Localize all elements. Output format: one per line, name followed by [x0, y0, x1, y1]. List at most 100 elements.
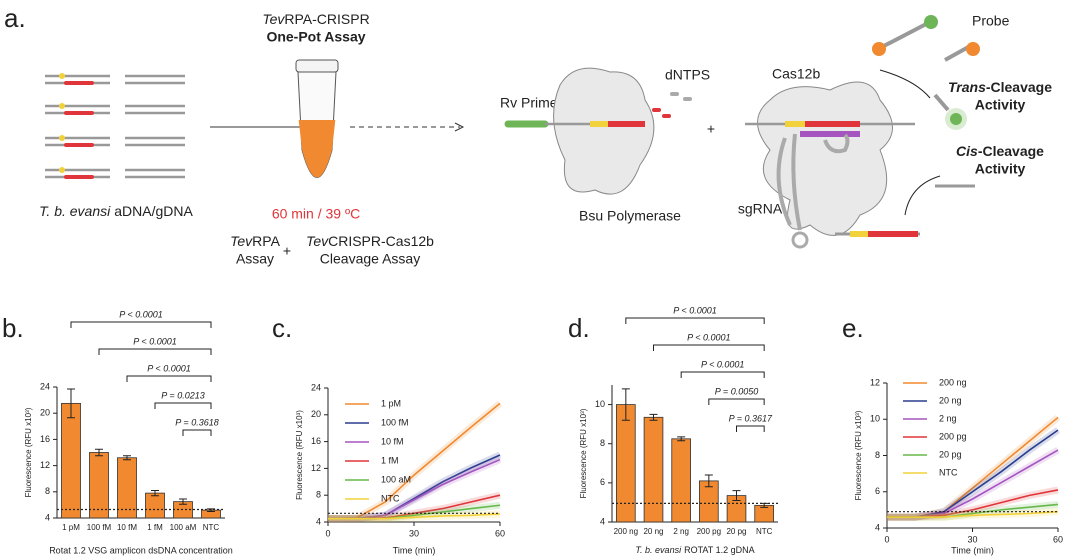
x-tick-label: 200 pg: [697, 527, 721, 536]
panel-label: e.: [842, 313, 864, 343]
y-tick-label: 20: [311, 409, 321, 419]
y-tick-label: 8: [600, 438, 605, 448]
p-value: P = 0.3617: [729, 413, 773, 423]
series-line: [887, 510, 1059, 518]
legend-label: 10 fM: [381, 436, 404, 446]
cas12b: [757, 81, 893, 236]
tube: [295, 59, 339, 178]
probe-label: Probe: [972, 13, 1010, 29]
trans-label: Trans-Cleavage: [948, 79, 1052, 95]
arrow-head: [454, 122, 465, 132]
probe: [872, 15, 980, 130]
dntps: [652, 108, 671, 118]
series-line: [328, 513, 501, 520]
bracket: [154, 402, 212, 409]
bracket: [182, 429, 212, 436]
panel-a: a. TevRPA-CRISPR One-Pot Assay T. b. eva…: [4, 3, 1052, 267]
bracket: [625, 317, 765, 324]
error-bar: [123, 455, 131, 461]
bar: [61, 402, 81, 519]
x-tick-label: 30: [409, 528, 419, 538]
primer-label: Rv Primer: [500, 95, 563, 111]
y-tick-label: 10: [870, 414, 880, 424]
y-axis-label: Fluorescence (RFU x10³): [579, 408, 588, 498]
y-tick-label: 4: [316, 516, 321, 526]
error-bar: [732, 490, 741, 501]
trans-line2: Activity: [975, 97, 1026, 113]
x-tick-label: 2 ng: [673, 527, 689, 536]
condition: 60 min / 39 ºC: [272, 206, 360, 222]
bracket: [708, 398, 765, 405]
bar: [145, 492, 165, 519]
y-tick-label: 4: [45, 512, 50, 522]
p-value: P = 0.0213: [161, 390, 204, 400]
p-value: P < 0.0001: [147, 363, 190, 373]
legend-label: NTC: [939, 467, 958, 477]
x-tick-label: 0: [884, 534, 889, 544]
x-tick-label: 30: [967, 534, 977, 544]
legend-label: 200 ng: [939, 377, 967, 387]
y-tick-label: 20: [40, 408, 50, 418]
y-axis-label: Fluorescence (RFU x10³): [295, 410, 304, 500]
y-tick-label: 24: [311, 382, 321, 392]
assay-subtitle: One-Pot Assay: [266, 29, 365, 45]
y-tick-label: 10: [595, 399, 605, 409]
bar: [616, 404, 636, 523]
x-tick-label: 100 aM: [170, 523, 197, 532]
x-tick-label: 20 pg: [726, 527, 746, 536]
x-tick-label: 200 ng: [614, 527, 638, 536]
error-bar: [621, 388, 630, 421]
error-bar: [677, 436, 686, 442]
y-tick-label: 16: [40, 434, 50, 444]
p-value: P < 0.0001: [119, 309, 162, 319]
x-axis-label: Time (min): [951, 545, 994, 555]
error-bar: [151, 489, 159, 497]
x-tick-label: 10 fM: [117, 523, 137, 532]
dntps-label: dNTPS: [665, 67, 710, 83]
y-tick-label: 8: [316, 490, 321, 500]
y-tick-label: 16: [311, 436, 321, 446]
bracket: [680, 371, 765, 378]
sgrna-loop: [791, 231, 809, 249]
polymerase: [553, 67, 655, 195]
legend-label: NTC: [381, 493, 400, 503]
y-tick-label: 8: [45, 486, 50, 496]
x-tick-label: NTC: [203, 523, 220, 532]
p-value: P < 0.0001: [133, 336, 176, 346]
panel-label: c.: [272, 313, 292, 343]
assay2-line2: Cleavage Assay: [320, 251, 420, 267]
legend-label: 100 fM: [381, 417, 409, 427]
p-value: P < 0.0001: [687, 332, 730, 342]
plus: +: [283, 243, 291, 259]
bar: [671, 438, 691, 523]
x-tick-label: 1 fM: [147, 523, 163, 532]
p-value: P = 0.0050: [715, 386, 758, 396]
assay2: TevCRISPR-Cas12b: [306, 233, 434, 249]
error-bar: [95, 448, 103, 457]
y-axis-label: Fluorescence (RFU x10³): [854, 410, 863, 500]
y-tick-label: 12: [40, 460, 50, 470]
bracket: [653, 344, 765, 351]
x-tick-label: 20 ng: [643, 527, 663, 536]
y-tick-label: 8: [875, 450, 880, 460]
arrow: [904, 175, 941, 216]
assay1-line2: Assay: [236, 251, 274, 267]
legend-label: 2 ng: [939, 413, 957, 423]
bar: [643, 416, 664, 523]
sgrna-label: sgRNA: [738, 201, 783, 217]
x-tick-label: 60: [495, 528, 505, 538]
x-tick-label: 1 pM: [62, 523, 80, 532]
y-tick-label: 24: [40, 381, 50, 391]
x-axis-label: Time (min): [393, 545, 436, 555]
bracket: [126, 375, 212, 382]
polymerase-label: Bsu Polymerase: [579, 208, 681, 224]
p-value: P < 0.0001: [701, 359, 744, 369]
y-tick-label: 12: [311, 463, 321, 473]
p-value: P < 0.0001: [673, 305, 716, 315]
panel-label: a.: [4, 3, 26, 33]
bracket: [736, 425, 765, 432]
y-tick-label: 4: [600, 516, 605, 526]
bar: [754, 504, 774, 523]
legend-label: 1 fM: [381, 455, 399, 465]
